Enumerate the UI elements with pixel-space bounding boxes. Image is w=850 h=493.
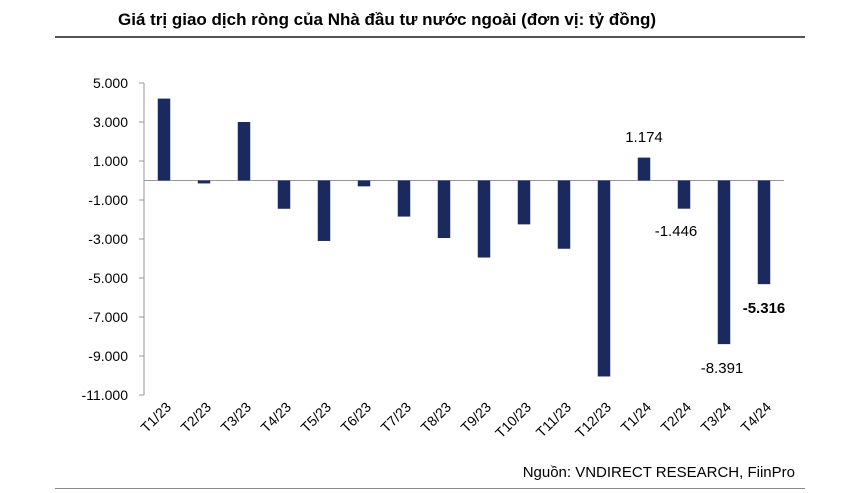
x-tick-label: T7/23 bbox=[377, 399, 414, 436]
x-tick-label: T10/23 bbox=[492, 399, 534, 441]
bar-t4-23 bbox=[277, 180, 291, 209]
bar-t3-24 bbox=[717, 180, 731, 345]
x-tick-label: T3/24 bbox=[697, 399, 734, 436]
x-tick-label: T2/23 bbox=[177, 399, 214, 436]
y-tick-label: 5.000 bbox=[93, 75, 128, 91]
x-tick-label: T1/24 bbox=[617, 399, 654, 436]
y-tick-label: -1.000 bbox=[88, 192, 128, 208]
bar-t5-23 bbox=[317, 180, 331, 241]
x-tick-label: T3/23 bbox=[217, 399, 254, 436]
bar-t11-23 bbox=[557, 180, 571, 249]
bar-t2-23 bbox=[197, 180, 211, 184]
x-tick-label: T9/23 bbox=[457, 399, 494, 436]
bar-t9-23 bbox=[477, 180, 491, 258]
bar-t6-23 bbox=[357, 180, 371, 187]
data-label: 1.174 bbox=[625, 129, 663, 146]
x-tick-label: T4/23 bbox=[257, 399, 294, 436]
bar-t3-23 bbox=[237, 122, 251, 181]
title-divider bbox=[55, 36, 805, 38]
y-tick-label: -9.000 bbox=[88, 348, 128, 364]
y-tick-label: -11.000 bbox=[82, 387, 129, 403]
bar-t8-23 bbox=[437, 180, 451, 239]
x-tick-label: T1/23 bbox=[137, 399, 174, 436]
chart-title: Giá trị giao dịch ròng của Nhà đầu tư nư… bbox=[118, 10, 657, 29]
x-tick-label: T6/23 bbox=[337, 399, 374, 436]
bottom-divider bbox=[55, 488, 805, 489]
y-tick-label: -7.000 bbox=[88, 309, 128, 325]
y-tick-label: 3.000 bbox=[93, 114, 128, 130]
bar-t7-23 bbox=[397, 180, 411, 217]
data-label: -5.316 bbox=[743, 300, 786, 317]
bar-t12-23 bbox=[597, 180, 611, 377]
bar-t1-24 bbox=[637, 157, 651, 181]
bar-t2-24 bbox=[677, 180, 691, 209]
x-tick-label: T8/23 bbox=[417, 399, 454, 436]
x-tick-label: T5/23 bbox=[297, 399, 334, 436]
y-tick-label: -3.000 bbox=[88, 231, 128, 247]
x-tick-label: T11/23 bbox=[533, 399, 575, 441]
bar-t1-23 bbox=[157, 98, 171, 181]
x-tick-label: T2/24 bbox=[657, 399, 694, 436]
x-tick-label: T12/23 bbox=[572, 399, 614, 441]
data-label: -1.446 bbox=[655, 223, 698, 240]
y-tick-label: 1.000 bbox=[93, 153, 128, 169]
bar-t4-24 bbox=[757, 180, 771, 285]
source-note: Nguồn: VNDIRECT RESEARCH, FiinPro bbox=[522, 464, 795, 481]
y-tick-label: -5.000 bbox=[88, 270, 128, 286]
x-tick-label: T4/24 bbox=[737, 399, 774, 436]
data-label: -8.391 bbox=[701, 360, 744, 377]
bar-t10-23 bbox=[517, 180, 531, 225]
